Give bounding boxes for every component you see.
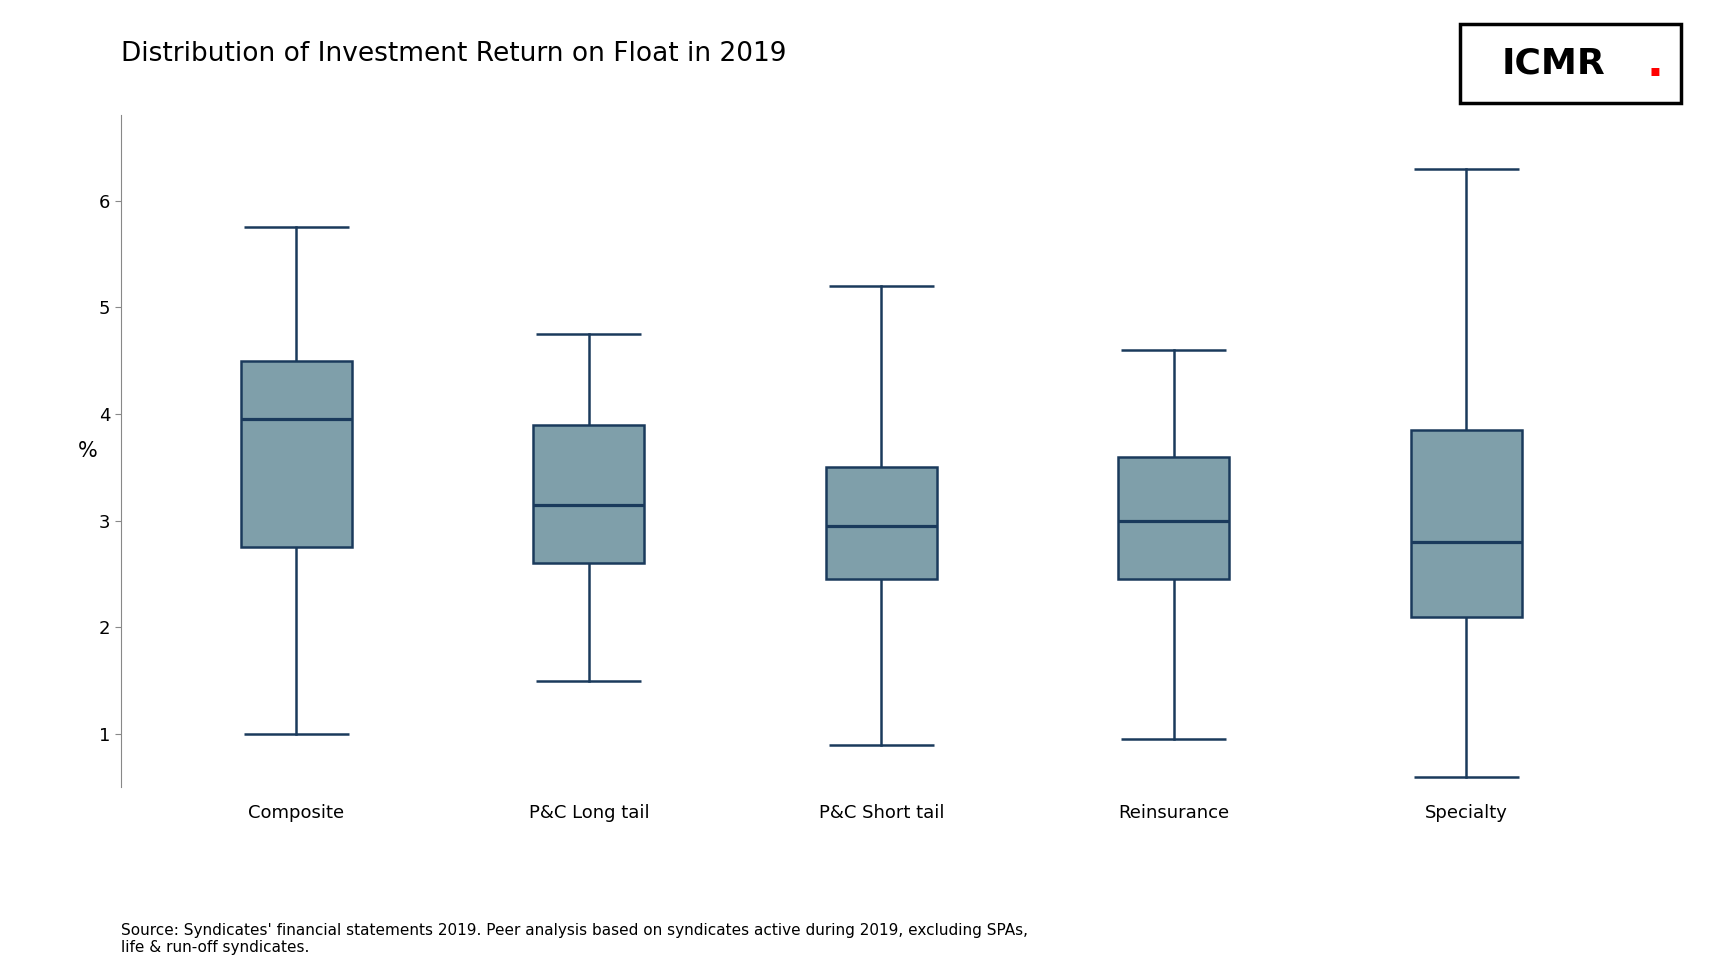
Bar xyxy=(240,361,353,547)
Text: .: . xyxy=(1647,42,1664,84)
Bar xyxy=(534,424,645,564)
Bar xyxy=(1118,457,1229,579)
Text: ICMR: ICMR xyxy=(1502,46,1605,81)
Y-axis label: %: % xyxy=(78,442,98,461)
Text: Source: Syndicates' financial statements 2019. Peer analysis based on syndicates: Source: Syndicates' financial statements… xyxy=(121,923,1028,955)
Bar xyxy=(1410,430,1522,616)
FancyBboxPatch shape xyxy=(1460,24,1681,103)
Bar xyxy=(826,468,937,579)
Text: Distribution of Investment Return on Float in 2019: Distribution of Investment Return on Flo… xyxy=(121,41,786,67)
